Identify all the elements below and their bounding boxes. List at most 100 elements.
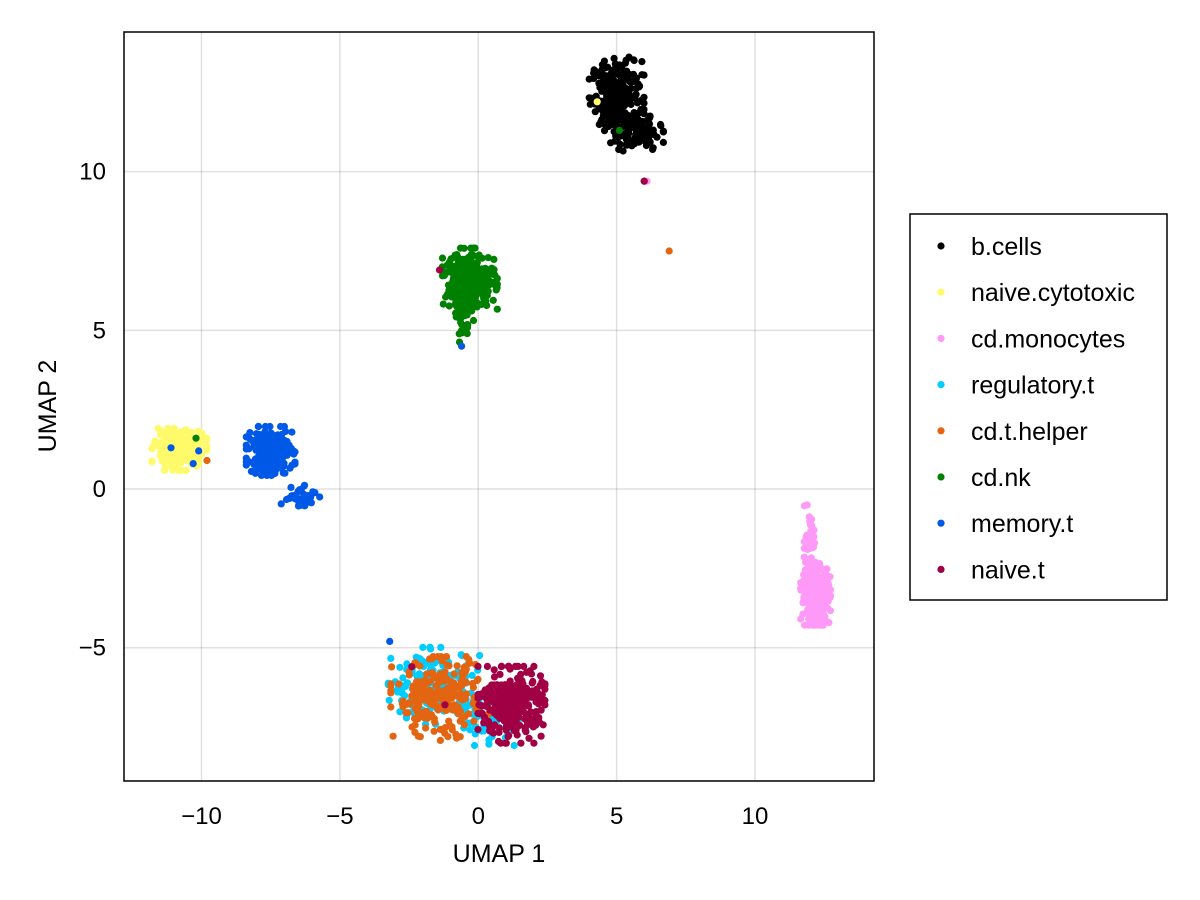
legend-item: memory.t	[937, 510, 1073, 538]
legend-label: cd.t.helper	[971, 418, 1088, 446]
data-point	[504, 732, 512, 741]
series-cd-nk	[192, 126, 624, 442]
data-point	[501, 739, 510, 747]
data-point	[474, 725, 482, 734]
data-point	[178, 451, 186, 459]
data-point	[600, 57, 609, 65]
legend-label: naive.t	[971, 556, 1045, 584]
data-point	[819, 580, 827, 588]
data-point	[441, 701, 449, 709]
data-point	[640, 99, 648, 107]
data-point	[595, 79, 603, 87]
data-point	[604, 110, 612, 119]
data-point	[520, 662, 528, 671]
data-point	[203, 456, 211, 465]
data-point	[619, 80, 627, 88]
data-point	[279, 437, 287, 445]
data-point	[616, 61, 624, 69]
data-point	[385, 696, 393, 704]
y-axis-label: UMAP 2	[34, 360, 62, 453]
data-point	[487, 690, 495, 698]
data-point	[437, 643, 445, 652]
data-point	[413, 678, 421, 686]
data-point	[178, 441, 186, 449]
data-point	[455, 314, 463, 322]
data-point	[264, 468, 272, 476]
legend-label: memory.t	[971, 510, 1073, 538]
data-point	[280, 422, 288, 431]
data-point	[478, 254, 486, 262]
data-point	[455, 263, 463, 271]
data-point	[605, 116, 613, 125]
data-point	[498, 709, 506, 717]
legend-marker	[937, 473, 945, 481]
data-point	[286, 445, 294, 453]
data-point	[466, 289, 475, 297]
data-point	[386, 637, 394, 646]
series-naive-cytotoxic	[148, 98, 601, 474]
data-point	[802, 572, 810, 580]
data-point	[469, 679, 477, 688]
data-point	[797, 615, 805, 623]
legend-item: cd.nk	[937, 464, 1031, 492]
data-point	[446, 722, 454, 730]
data-point	[444, 290, 452, 298]
data-point	[444, 733, 452, 741]
data-point	[659, 128, 668, 136]
legend-marker	[937, 242, 945, 250]
data-point	[444, 281, 453, 289]
legend-item: regulatory.t	[937, 372, 1094, 400]
data-point	[456, 682, 464, 690]
data-point	[166, 425, 174, 433]
data-point	[474, 694, 482, 702]
data-point	[439, 300, 447, 308]
data-point	[453, 252, 461, 260]
data-point	[615, 145, 623, 153]
data-point	[457, 290, 465, 298]
data-point	[462, 678, 470, 687]
data-point	[489, 729, 498, 737]
data-point	[274, 431, 282, 439]
data-point	[474, 675, 482, 684]
data-point	[309, 488, 317, 496]
legend-label: b.cells	[971, 233, 1042, 261]
data-point	[539, 721, 547, 729]
legend-marker	[937, 519, 945, 527]
data-point	[242, 433, 250, 441]
data-point	[656, 120, 665, 129]
data-point	[423, 670, 431, 678]
data-point	[450, 701, 458, 709]
data-point	[486, 721, 494, 729]
data-point	[659, 138, 668, 146]
data-point	[438, 657, 446, 665]
data-point	[417, 684, 425, 692]
data-point	[458, 669, 466, 677]
data-point	[512, 724, 520, 732]
data-point	[605, 91, 613, 100]
plot-area-frame	[123, 31, 875, 782]
data-point	[412, 653, 420, 661]
data-point	[443, 661, 451, 669]
x-tick-label: 0	[472, 803, 485, 830]
data-point	[615, 126, 624, 134]
data-point	[387, 689, 395, 697]
y-tick-label: −5	[79, 635, 106, 662]
data-point	[429, 701, 437, 709]
data-point	[534, 692, 542, 700]
data-point	[632, 84, 640, 93]
data-point	[450, 679, 458, 687]
data-point	[294, 488, 302, 496]
data-point	[462, 653, 470, 661]
data-point	[521, 715, 529, 723]
legend-item: cd.t.helper	[937, 418, 1088, 446]
legend-box	[909, 213, 1168, 601]
data-point	[266, 422, 274, 431]
data-point	[637, 105, 645, 114]
data-point	[451, 269, 459, 277]
data-point	[530, 715, 538, 723]
data-point	[623, 67, 631, 75]
legend-item: naive.t	[937, 556, 1045, 584]
data-point	[415, 670, 423, 678]
data-point	[468, 671, 476, 680]
data-point	[483, 301, 491, 309]
